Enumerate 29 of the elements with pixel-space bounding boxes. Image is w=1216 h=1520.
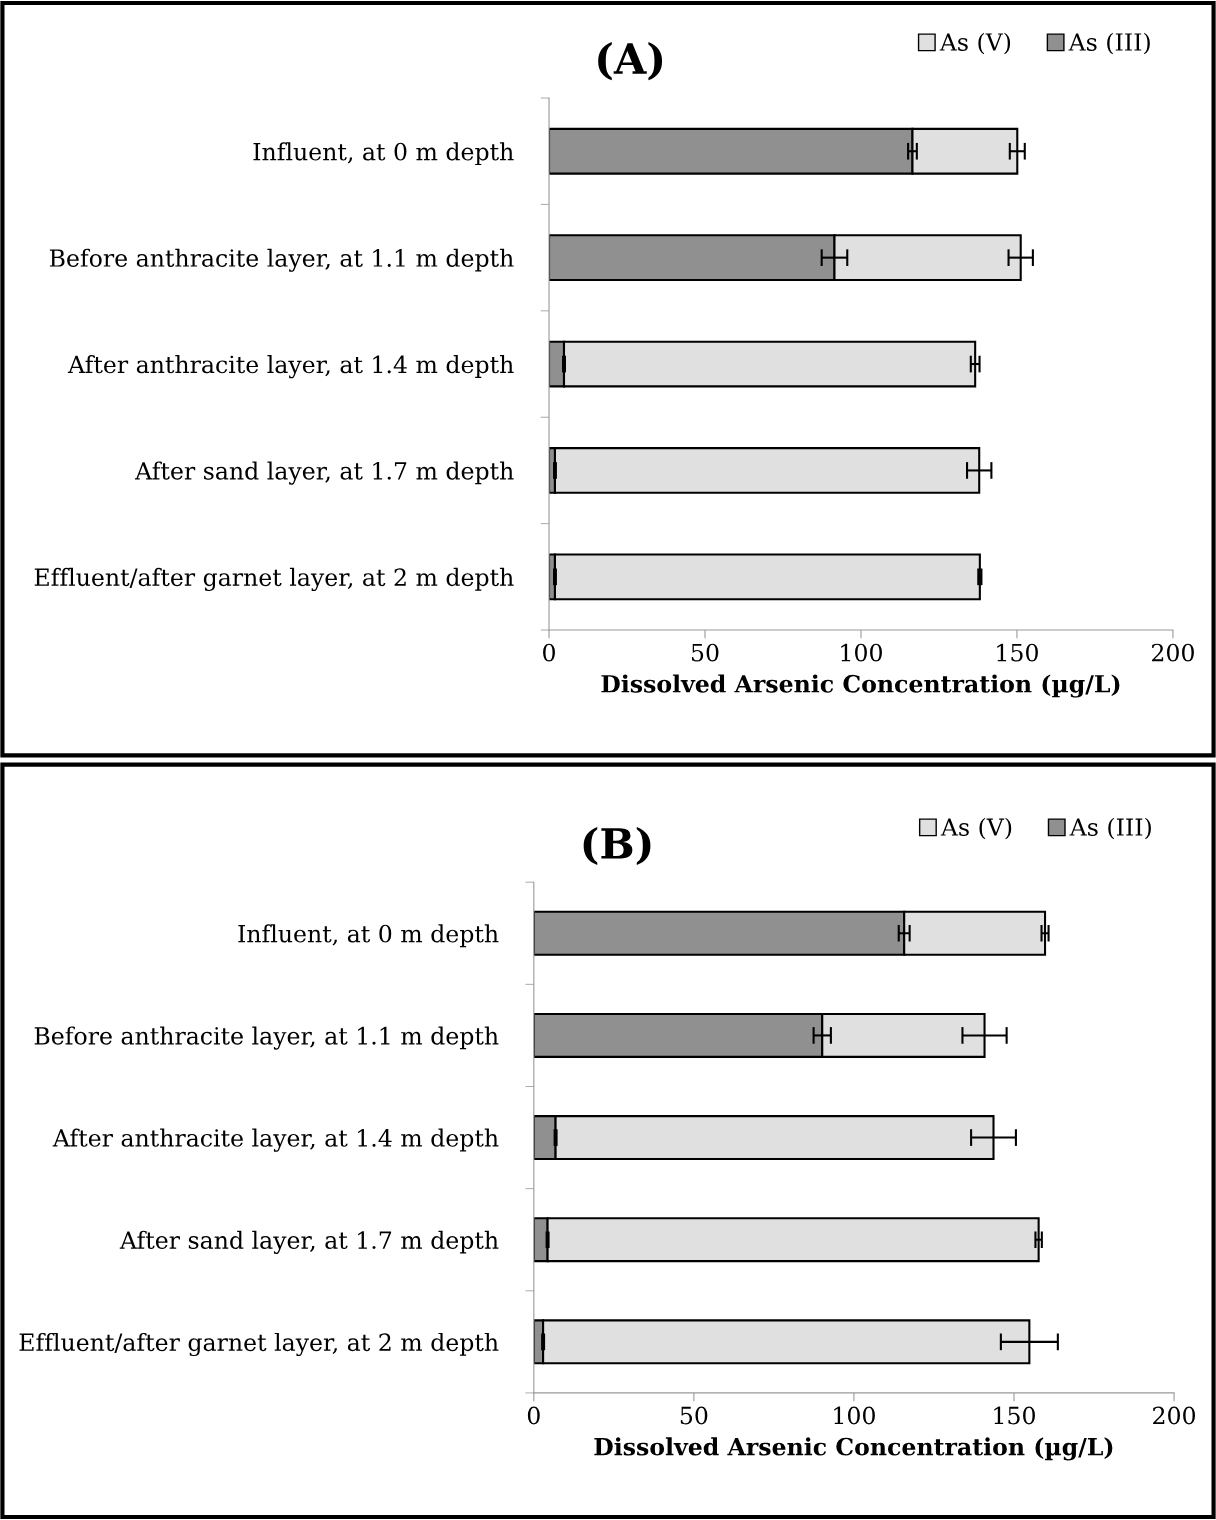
y-tick-label: Before anthracite layer, at 1.1 m depth	[49, 248, 514, 272]
y-tick-label: Influent, at 0 m depth	[253, 142, 514, 166]
legend-label: As (V)	[939, 32, 1011, 55]
x-tick-label: 200	[1153, 1406, 1196, 1425]
y-tick-label: Effluent/after garnet layer, at 2 m depth	[19, 1332, 499, 1357]
y-tick-label: After anthracite layer, at 1.4 m depth	[67, 355, 514, 379]
x-axis-title: Dissolved Arsenic Concentration (µg/L)	[601, 674, 1120, 698]
x-tick-label: 50	[691, 643, 719, 662]
x-tick-label: 0	[543, 643, 555, 662]
x-tick-label: 100	[834, 1406, 875, 1425]
y-tick-label: After sand layer, at 1.7 m depth	[119, 1230, 499, 1254]
x-tick-label: 150	[994, 1406, 1035, 1425]
y-tick-label: After anthracite layer, at 1.4 m depth	[52, 1128, 499, 1152]
x-tick-label: 200	[1152, 643, 1194, 662]
y-tick-label: Effluent/after garnet layer, at 2 m depth	[34, 567, 514, 592]
y-tick-label: Influent, at 0 m depth	[238, 924, 499, 948]
x-axis-title: Dissolved Arsenic Concentration (µg/L)	[594, 1437, 1113, 1461]
chart-title: (A)	[598, 42, 663, 81]
x-tick-label: 50	[680, 1406, 708, 1425]
legend-label: As (V)	[940, 817, 1012, 840]
legend-label: As (III)	[1068, 32, 1150, 55]
x-tick-label: 100	[841, 643, 882, 662]
y-tick-label: After sand layer, at 1.7 m depth	[134, 461, 514, 485]
x-tick-label: 0	[527, 1406, 540, 1425]
chart-title: (B)	[583, 826, 651, 866]
x-tick-label: 150	[997, 643, 1038, 662]
bar	[553, 553, 981, 601]
y-tick-label: Before anthracite layer, at 1.1 m depth	[34, 1026, 499, 1050]
legend-label: As (III)	[1069, 817, 1151, 840]
